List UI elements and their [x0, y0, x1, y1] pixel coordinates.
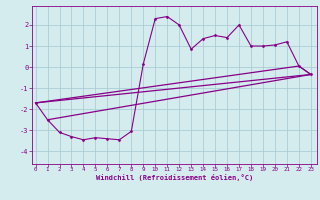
X-axis label: Windchill (Refroidissement éolien,°C): Windchill (Refroidissement éolien,°C)	[96, 174, 253, 181]
